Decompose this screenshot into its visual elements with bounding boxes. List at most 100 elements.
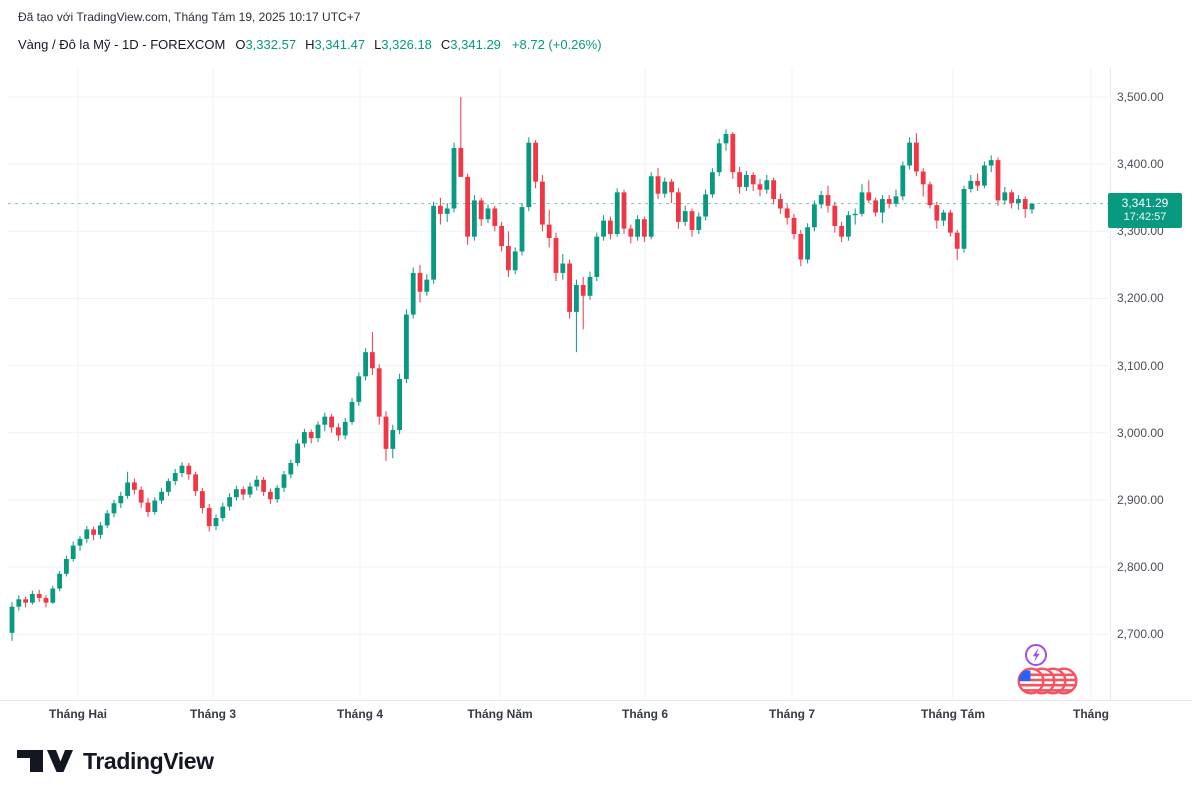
- candle-body: [138, 489, 144, 503]
- tradingview-logo[interactable]: TradingView: [16, 748, 214, 775]
- tradingview-logo-mark: [17, 750, 73, 772]
- candle-body: [546, 224, 552, 239]
- candle-body: [764, 180, 770, 190]
- candle-body: [213, 518, 219, 527]
- candle-body: [193, 474, 198, 492]
- candle-body: [132, 482, 137, 490]
- candle-body: [506, 246, 511, 271]
- candle-body: [281, 474, 287, 488]
- candle-body: [125, 482, 130, 496]
- candle-body: [988, 160, 994, 166]
- candle-body: [730, 133, 736, 173]
- time-axis-label: Tháng Hai: [48, 707, 108, 721]
- candle-body: [580, 285, 586, 296]
- candle-body: [254, 479, 260, 487]
- candle-body: [206, 507, 212, 527]
- candle-body: [880, 199, 885, 213]
- candle-body: [954, 232, 960, 249]
- candle-body: [376, 368, 382, 417]
- candle-body: [737, 172, 742, 187]
- candle-body: [893, 196, 899, 204]
- candle-body: [227, 497, 232, 507]
- candle-body: [975, 180, 980, 186]
- candle-body: [220, 506, 226, 519]
- candle-body: [179, 465, 185, 474]
- price-change: +8.72 (+0.26%): [511, 37, 602, 52]
- candle-body: [485, 208, 491, 220]
- tradingview-logo-text: TradingView: [83, 748, 214, 774]
- candle-body: [846, 215, 851, 237]
- candle-body: [982, 165, 987, 186]
- candle-body: [329, 416, 334, 428]
- candle-body: [104, 513, 110, 526]
- candle-body: [302, 432, 307, 444]
- candle-body: [825, 195, 831, 206]
- candle-body: [268, 491, 273, 500]
- candle-body: [533, 142, 538, 182]
- candle-body: [669, 181, 674, 193]
- candle-body: [1002, 192, 1008, 201]
- candle-body: [30, 593, 35, 603]
- candle-body: [968, 180, 974, 189]
- last-price-tag: 3,341.29 17:42:57: [1108, 193, 1182, 228]
- candle-body: [36, 593, 42, 598]
- candle-body: [574, 285, 579, 312]
- ohlc-close: C3,341.29: [440, 37, 501, 52]
- candle-body: [166, 481, 171, 492]
- candle-body: [512, 251, 518, 271]
- candle-body: [635, 219, 640, 237]
- candle-body: [1029, 203, 1035, 210]
- candle-body: [315, 424, 321, 439]
- candle-body: [50, 588, 56, 603]
- candle-body: [336, 427, 341, 436]
- candle-body: [77, 538, 83, 546]
- candle-body: [288, 462, 294, 475]
- candle-body: [186, 465, 192, 475]
- candle-body: [662, 181, 668, 194]
- candle-body: [798, 233, 804, 260]
- candle-body: [927, 184, 933, 206]
- time-axis-label: Tháng Tám: [920, 707, 986, 721]
- candle-body: [91, 529, 96, 535]
- candle-body: [818, 195, 824, 205]
- candle-body: [703, 194, 708, 217]
- candle-body: [451, 148, 457, 209]
- time-axis-label: Tháng 6: [621, 707, 669, 721]
- candle-body: [424, 279, 430, 292]
- candle-body: [689, 211, 695, 230]
- candle-body: [744, 174, 749, 187]
- candle-body: [784, 208, 790, 218]
- candle-body: [682, 211, 688, 222]
- candle-body: [710, 172, 715, 195]
- candle-body: [601, 220, 606, 237]
- us-flag-events-icon[interactable]: [1017, 667, 1078, 695]
- candle-body: [16, 599, 22, 607]
- candle-body: [295, 443, 300, 463]
- last-price-value: 3,341.29: [1121, 196, 1169, 210]
- candle-body: [370, 352, 375, 369]
- symbol-title[interactable]: Vàng / Đô la Mỹ - 1D - FOREXCOM: [18, 37, 226, 52]
- candle-body: [900, 165, 906, 197]
- candle-body: [261, 479, 266, 492]
- lightning-event-icon[interactable]: [1025, 644, 1047, 666]
- candle-body: [852, 213, 858, 216]
- candle-body: [98, 525, 103, 535]
- candle-body: [23, 599, 28, 603]
- candle-body: [587, 276, 593, 296]
- ohlc-low: L3,326.18: [374, 37, 432, 52]
- candle-body: [417, 272, 423, 292]
- candle-body: [152, 500, 158, 512]
- candle-body: [771, 180, 776, 200]
- candle-body: [757, 184, 763, 190]
- candle-body: [628, 228, 634, 237]
- candle-body: [247, 486, 253, 495]
- candle-body: [594, 236, 600, 277]
- candle-body: [342, 422, 348, 436]
- candle-body: [70, 545, 76, 559]
- candle-body: [648, 176, 654, 237]
- candle-body: [274, 487, 280, 500]
- candle-body: [621, 192, 627, 229]
- candle-body: [560, 263, 566, 273]
